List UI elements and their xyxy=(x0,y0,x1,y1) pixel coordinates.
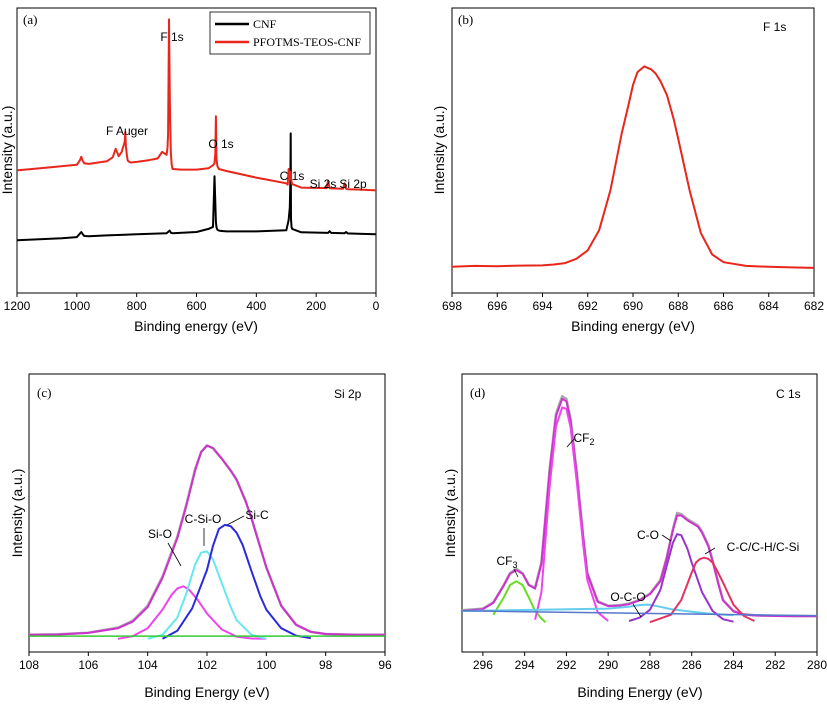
annotation-si2s: Si 2s xyxy=(310,177,337,191)
x-tick-label: 294 xyxy=(515,658,535,672)
x-tick-label: 800 xyxy=(127,299,147,313)
x-tick-label: 282 xyxy=(765,658,785,672)
series-raw xyxy=(28,444,385,637)
series-envelope xyxy=(461,397,817,618)
annotation-si-o: Si-O xyxy=(148,527,172,541)
panel-a: (a) 1200 1000 800 600 400 200 0 Binding energy… xyxy=(0,7,380,334)
annotation-cf3: CF3 xyxy=(496,554,517,570)
legend-box xyxy=(209,11,371,55)
series-c-o xyxy=(628,533,734,623)
panel-b: (b) F 1s 698 696 694 692 690 688 686 684 682 Bin… xyxy=(431,7,824,334)
x-tick-label: 686 xyxy=(713,299,733,313)
legend-label-pfotms: PFOTMS-TEOS-CNF xyxy=(253,35,361,49)
x-tick-label: 284 xyxy=(723,658,743,672)
annotation-o-c-o: O-C-O xyxy=(610,590,645,604)
x-tick-label: 106 xyxy=(78,658,98,672)
x-axis-label-b: Binding energy (eV) xyxy=(571,318,695,334)
x-tick-label: 694 xyxy=(532,299,552,313)
y-axis-label-b: Intensity (a.u.) xyxy=(431,106,447,195)
x-tick-label: 1000 xyxy=(63,299,90,313)
x-tick-label: 682 xyxy=(804,299,824,313)
x-tick-label: 698 xyxy=(442,299,462,313)
annotation-cf2: CF2 xyxy=(573,431,594,447)
x-tick-label: 0 xyxy=(373,299,380,313)
x-tick-label: 108 xyxy=(19,658,39,672)
annotation-leader-o-c-o xyxy=(632,603,642,618)
series-cf3 xyxy=(492,580,547,623)
annotation-leader-cf2 xyxy=(566,438,575,448)
y-axis-label-a: Intensity (a.u.) xyxy=(0,106,15,195)
x-tick-label: 286 xyxy=(682,658,702,672)
series-cf2 xyxy=(534,406,609,622)
series-o-c-o xyxy=(461,603,734,617)
annotation-si-c: Si-C xyxy=(245,508,269,522)
y-axis-label-d: Intensity (a.u.) xyxy=(442,469,458,558)
panel-label-b: (b) xyxy=(458,12,473,27)
annotations-d: CF3 CF2 O-C-O C-O C-C/C-H/C-Si xyxy=(496,431,800,618)
x-tick-label: 102 xyxy=(197,658,217,672)
x-tick-label: 100 xyxy=(256,658,276,672)
panel-label-d: (d) xyxy=(470,385,485,400)
annotation-c-si-o: C-Si-O xyxy=(185,512,222,526)
annotation-c-c: C-C/C-H/C-Si xyxy=(727,540,800,554)
x-tick-label: 684 xyxy=(759,299,779,313)
plot-frame-b xyxy=(451,7,815,294)
annotation-leader-c-c xyxy=(704,547,716,555)
plot-frame-d xyxy=(461,373,818,653)
x-tick-label: 296 xyxy=(473,658,493,672)
x-tick-label: 292 xyxy=(556,658,576,672)
annotations-c: Si-O C-Si-O Si-C xyxy=(148,508,269,567)
x-tick-label: 690 xyxy=(623,299,643,313)
series-si-c xyxy=(162,523,311,640)
x-axis-label-d: Binding Energy (eV) xyxy=(577,684,702,700)
x-tick-label: 288 xyxy=(640,658,660,672)
series-envelope xyxy=(28,444,385,636)
series-baseline xyxy=(461,610,818,617)
x-tick-label: 692 xyxy=(578,299,598,313)
panel-c: (c) Si 2p 108 106 104 102 100 98 96 Binding En… xyxy=(9,373,392,700)
x-axis-label-c: Binding Energy (eV) xyxy=(144,684,269,700)
annotation-leader-cf3 xyxy=(513,568,519,578)
annotation-f1s: F 1s xyxy=(160,30,183,44)
legend-a: CNF PFOTMS-TEOS-CNF xyxy=(209,11,371,55)
x-tick-label: 200 xyxy=(306,299,326,313)
annotation-o1s: O 1s xyxy=(208,137,233,151)
x-tick-label: 1200 xyxy=(4,299,31,313)
x-tick-label: 290 xyxy=(598,658,618,672)
x-tick-label: 104 xyxy=(138,658,158,672)
x-tick-label: 400 xyxy=(246,299,266,313)
panel-d: (d) C 1s 296 294 292 290 288 286 284 282 280 Bin… xyxy=(442,373,827,700)
annotation-leader-si-o xyxy=(167,542,182,567)
panel-label-a: (a) xyxy=(23,12,37,27)
annotation-leader-c-o xyxy=(661,534,672,542)
legend-label-cnf: CNF xyxy=(253,17,277,31)
annotation-f-auger: F Auger xyxy=(106,124,148,138)
x-tick-label: 600 xyxy=(186,299,206,313)
x-tick-label: 280 xyxy=(807,658,827,672)
annotation-leader-si-c xyxy=(226,515,245,526)
x-tick-label: 98 xyxy=(319,658,333,672)
plot-title-d: C 1s xyxy=(776,387,801,401)
x-tick-label: 96 xyxy=(378,658,392,672)
plot-title-c: Si 2p xyxy=(334,387,362,401)
x-tick-label: 688 xyxy=(668,299,688,313)
annotation-c-o: C-O xyxy=(637,528,659,542)
series-c-si-o xyxy=(147,550,267,640)
series-c-c-c-h-c-si xyxy=(649,556,755,624)
series-cnf xyxy=(16,132,377,242)
plot-title-b: F 1s xyxy=(763,20,786,34)
x-axis-label-a: Binding energy (eV) xyxy=(134,318,258,334)
y-axis-label-c: Intensity (a.u.) xyxy=(9,469,25,558)
annotation-si2p: Si 2p xyxy=(339,177,367,191)
series-f-1s xyxy=(451,65,815,269)
x-tick-label: 696 xyxy=(487,299,507,313)
annotation-c1s: C 1s xyxy=(280,169,305,183)
series-pfotms-teos-cnf xyxy=(16,18,377,192)
panel-label-c: (c) xyxy=(37,385,51,400)
